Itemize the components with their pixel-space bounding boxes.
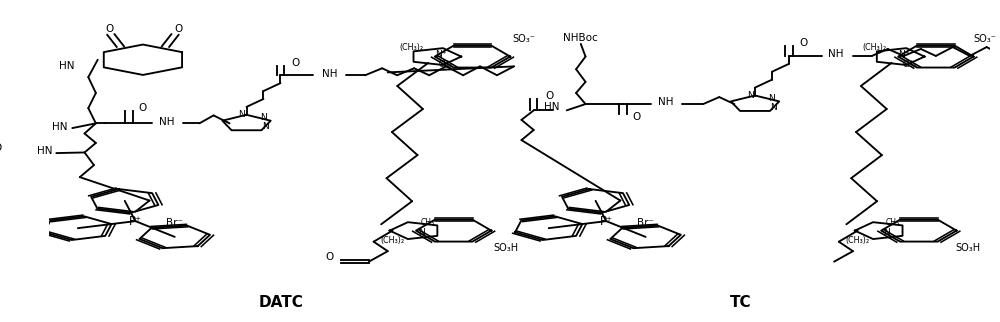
Text: NH: NH bbox=[828, 49, 844, 59]
Text: N⁺: N⁺ bbox=[435, 51, 446, 60]
Text: N: N bbox=[747, 91, 754, 100]
Text: P⁺: P⁺ bbox=[600, 215, 613, 228]
Text: CH₃: CH₃ bbox=[902, 60, 917, 69]
Text: O: O bbox=[291, 58, 300, 68]
Text: HN: HN bbox=[52, 122, 68, 132]
Text: SO₃H: SO₃H bbox=[493, 243, 518, 253]
Text: N: N bbox=[262, 122, 269, 131]
Text: CH₃: CH₃ bbox=[439, 60, 453, 69]
Text: O: O bbox=[139, 102, 147, 112]
Text: Br⁻: Br⁻ bbox=[637, 218, 654, 228]
Text: Br⁻: Br⁻ bbox=[166, 218, 183, 228]
Text: DATC: DATC bbox=[259, 295, 304, 310]
Text: NHBoc: NHBoc bbox=[563, 33, 598, 43]
Text: HN: HN bbox=[59, 61, 74, 71]
Text: N: N bbox=[883, 228, 890, 237]
Text: N: N bbox=[770, 103, 777, 112]
Text: O: O bbox=[0, 143, 2, 153]
Text: O: O bbox=[105, 24, 113, 34]
Text: HN: HN bbox=[37, 146, 53, 156]
Text: O: O bbox=[546, 91, 554, 101]
Text: N⁺: N⁺ bbox=[898, 51, 910, 60]
Text: CH₃: CH₃ bbox=[420, 218, 434, 227]
Text: HN: HN bbox=[544, 101, 559, 111]
Text: O: O bbox=[632, 112, 640, 122]
Text: SO₃⁻: SO₃⁻ bbox=[513, 34, 536, 44]
Text: (CH₃)₂: (CH₃)₂ bbox=[863, 43, 887, 52]
Text: NH: NH bbox=[159, 117, 174, 127]
Text: NH: NH bbox=[658, 98, 673, 108]
Text: TC: TC bbox=[730, 295, 752, 310]
Text: O: O bbox=[175, 24, 183, 34]
Text: N: N bbox=[260, 113, 267, 122]
Text: N: N bbox=[418, 228, 425, 237]
Text: N: N bbox=[769, 94, 775, 103]
Text: (CH₃)₂: (CH₃)₂ bbox=[846, 236, 870, 245]
Text: N: N bbox=[238, 110, 245, 119]
Text: (CH₃)₂: (CH₃)₂ bbox=[380, 236, 405, 245]
Text: O: O bbox=[325, 251, 333, 261]
Text: O: O bbox=[800, 38, 808, 48]
Text: CH₃: CH₃ bbox=[885, 218, 900, 227]
Text: NH: NH bbox=[322, 69, 337, 79]
Text: SO₃⁻: SO₃⁻ bbox=[973, 34, 996, 44]
Text: P⁺: P⁺ bbox=[129, 215, 142, 228]
Text: (CH₃)₂: (CH₃)₂ bbox=[399, 43, 423, 52]
Text: SO₃H: SO₃H bbox=[955, 243, 980, 253]
